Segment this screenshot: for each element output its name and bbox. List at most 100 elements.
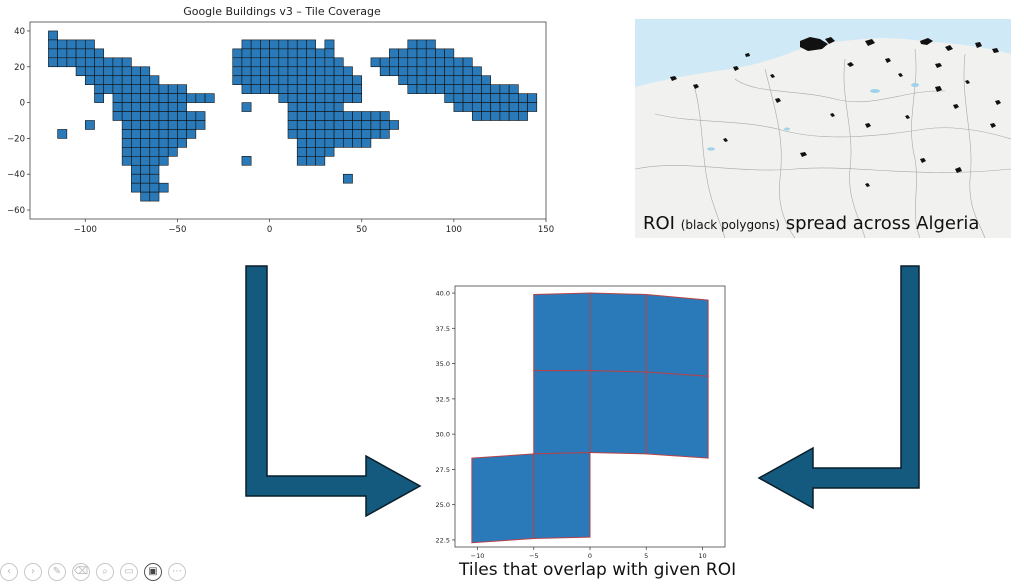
world-tile (158, 147, 169, 157)
world-tile (481, 111, 492, 121)
roi-y-tick-label: 27.5 (436, 466, 450, 474)
world-tile (186, 111, 197, 121)
world-tile (342, 111, 353, 121)
world-tile (112, 75, 123, 85)
more-icon[interactable]: ⋯ (168, 563, 186, 581)
world-tile (121, 129, 132, 139)
world-tile (324, 102, 335, 112)
world-tile (158, 120, 169, 130)
world-tile (416, 66, 427, 77)
world-tile (287, 39, 298, 50)
world-tile (131, 156, 141, 166)
world-tile (260, 75, 270, 85)
world-tile (121, 93, 132, 103)
world-tile (195, 93, 206, 103)
subtitles-icon[interactable]: ▭ (120, 563, 138, 581)
world-tile (315, 102, 326, 112)
world-tile (324, 57, 335, 68)
world-tile (232, 48, 243, 59)
world-tile (453, 93, 464, 103)
roi-x-tick-label: −5 (529, 552, 539, 560)
world-tile (481, 93, 492, 103)
world-tile (342, 93, 353, 103)
world-tile (444, 66, 455, 77)
world-tile (315, 93, 326, 103)
world-tile (167, 147, 178, 157)
world-tile (296, 75, 307, 85)
world-tile (84, 39, 95, 50)
world-tile (462, 84, 473, 94)
world-tile (84, 120, 95, 130)
world-tile (296, 111, 307, 121)
world-tile (131, 147, 141, 157)
world-tile (278, 48, 289, 59)
world-tile (315, 120, 326, 130)
world-tile (241, 48, 252, 59)
zoom-icon[interactable]: ⌕ (96, 563, 114, 581)
roi-y-axis: 22.5 25.0 27.5 30.0 32.5 35.0 37.5 40.0 (436, 290, 455, 544)
world-tile (149, 191, 160, 202)
world-tile (287, 75, 298, 85)
world-tile (306, 147, 316, 157)
roi-tile (533, 292, 591, 372)
world-tile (149, 164, 160, 175)
world-tile (149, 173, 160, 184)
world-tile (435, 57, 445, 68)
world-tile (444, 57, 455, 68)
world-tile (324, 120, 335, 130)
camera-icon[interactable]: ▣ (144, 563, 162, 581)
world-tile (140, 147, 151, 157)
world-tile (250, 39, 261, 50)
world-tile (462, 93, 473, 103)
world-tile (278, 84, 289, 94)
world-tile (269, 84, 280, 94)
world-tile (103, 57, 114, 68)
world-tile (306, 129, 316, 139)
world-tile (167, 120, 178, 130)
world-tile (48, 30, 58, 41)
previous-icon[interactable]: ‹ (0, 563, 18, 581)
eraser-icon[interactable]: ⌫ (72, 563, 90, 581)
right-arrow (757, 265, 920, 510)
world-tile (462, 57, 473, 68)
world-tile (131, 138, 141, 148)
roi-y-tick-label: 37.5 (436, 325, 450, 333)
world-tile (389, 120, 399, 130)
roi-x-tick-label: 10 (698, 552, 706, 560)
world-tile (324, 75, 335, 85)
world-tile (131, 173, 141, 184)
roi-tile (645, 293, 709, 377)
world-tile (481, 102, 492, 112)
pen-icon[interactable]: ✎ (48, 563, 66, 581)
world-tile (149, 102, 160, 112)
roi-tiles-chart: −10 −5 0 5 10 22.5 25.0 27.5 30.0 32.5 35.0 37.5 40… (436, 285, 726, 560)
world-tile (287, 84, 298, 94)
world-tile (333, 57, 344, 68)
world-tile (398, 48, 409, 59)
world-tile (167, 129, 178, 139)
world-tile (269, 75, 280, 85)
world-tile (112, 102, 123, 112)
world-tile (94, 84, 105, 94)
world-tile-coverage-chart: Google Buildings v3 – Tile Coverage −100… (7, 5, 554, 235)
world-tile (444, 75, 455, 85)
world-tile (315, 147, 326, 157)
world-tile (306, 48, 316, 59)
roi-y-tick-label: 40.0 (436, 290, 450, 298)
world-tile (306, 84, 316, 94)
world-x-tick-label: 150 (538, 225, 554, 235)
world-tile (66, 39, 77, 50)
world-tile (361, 111, 372, 121)
roi-x-axis: −10 −5 0 5 10 (471, 547, 707, 560)
world-tile (315, 156, 326, 166)
world-tile (131, 93, 141, 103)
world-tile (471, 111, 482, 121)
world-tile (158, 93, 169, 103)
world-tile (177, 129, 187, 139)
world-tile (499, 93, 510, 103)
world-tile (204, 93, 215, 103)
world-y-axis: −60 −40 −20 0 20 40 (7, 27, 30, 216)
play-icon[interactable]: › (24, 563, 42, 581)
world-tile (389, 57, 399, 68)
world-tile (57, 57, 68, 68)
